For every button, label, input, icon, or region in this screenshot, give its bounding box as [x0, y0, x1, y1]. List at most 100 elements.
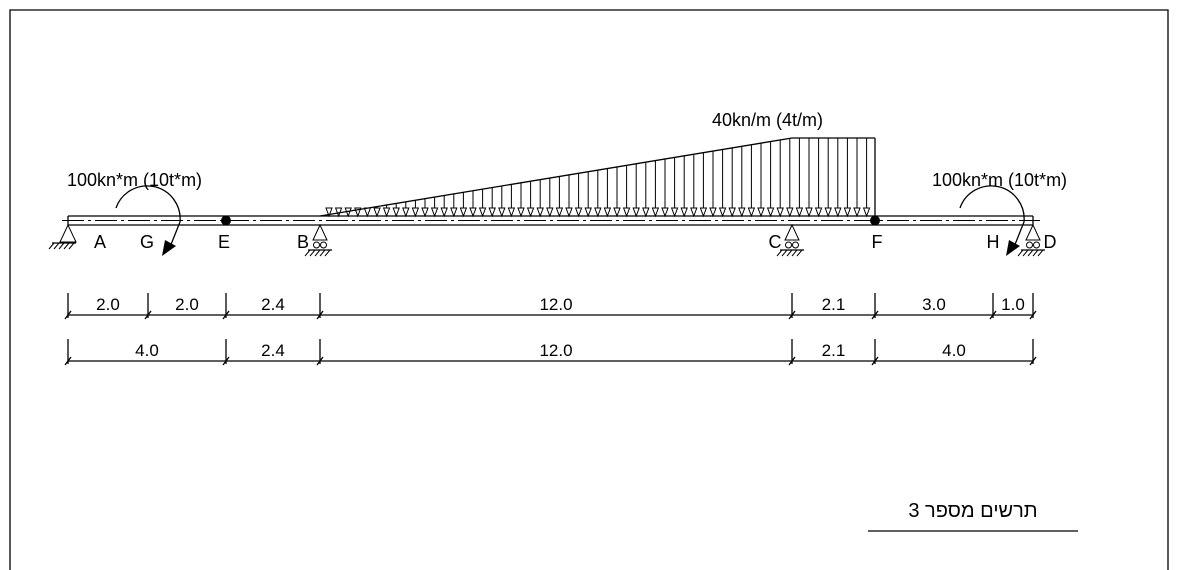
arrowhead — [1006, 240, 1020, 256]
arrowhead — [574, 207, 583, 218]
moment-label: 100kn*m (10t*m) — [67, 170, 202, 190]
moment-arrow — [115, 185, 181, 248]
arrowhead — [642, 207, 650, 218]
hatch — [304, 249, 311, 257]
node-label: G — [140, 232, 154, 252]
arrowhead — [661, 207, 669, 218]
arrowhead — [613, 207, 621, 218]
arrowhead — [862, 207, 871, 218]
arrowhead — [584, 207, 592, 218]
arrowhead — [594, 207, 602, 218]
arrowhead — [430, 207, 439, 218]
dimension-slash — [316, 356, 324, 366]
arrowhead — [517, 207, 525, 218]
node-label: D — [1044, 232, 1057, 252]
arrowhead — [651, 207, 660, 218]
node-label: H — [987, 232, 1000, 252]
dimension-label: 2.4 — [261, 341, 285, 360]
dimension-label: 2.0 — [96, 295, 120, 314]
hatch — [314, 249, 321, 257]
arrowhead — [411, 207, 420, 218]
arrowhead — [680, 207, 688, 218]
roller-support — [784, 223, 800, 241]
hatch — [48, 242, 55, 250]
hatch — [324, 249, 331, 257]
hatch — [63, 242, 70, 250]
dimension-slash — [989, 310, 997, 320]
dimension-label: 12.0 — [539, 295, 572, 314]
arrowhead — [738, 207, 746, 218]
arrowhead — [488, 207, 496, 218]
arrowhead — [421, 207, 429, 218]
arrowhead — [718, 207, 727, 218]
hatch — [68, 242, 75, 250]
arrowhead — [786, 207, 794, 218]
arrowhead — [536, 207, 544, 218]
hatch — [319, 249, 326, 257]
hinge — [221, 215, 231, 226]
roller — [1026, 241, 1033, 249]
arrowhead — [450, 207, 458, 218]
arrowhead — [690, 207, 698, 218]
node-label: E — [218, 232, 230, 252]
hatch — [53, 242, 60, 250]
dimension-slash — [788, 310, 796, 320]
arrowhead — [459, 207, 468, 218]
arrowhead — [824, 207, 832, 218]
arrowhead — [766, 207, 775, 218]
arrowhead — [699, 207, 708, 218]
roller-support — [312, 223, 328, 241]
arrowhead — [546, 207, 554, 218]
arrowhead — [853, 207, 861, 218]
arrowhead — [795, 207, 804, 218]
arrowhead — [382, 207, 391, 218]
dimension-label: 4.0 — [135, 341, 159, 360]
arrowhead — [757, 207, 765, 218]
arrowhead — [478, 207, 487, 218]
load-label: 40kn/m (4t/m) — [712, 110, 823, 130]
arrowhead — [747, 207, 756, 218]
arrowhead — [603, 207, 612, 218]
roller — [1033, 241, 1040, 249]
dimension-slash — [788, 356, 796, 366]
arrowhead — [632, 207, 640, 218]
dimension-label: 2.1 — [822, 295, 846, 314]
arrowhead — [565, 207, 573, 218]
dimension-label: 2.4 — [261, 295, 285, 314]
roller-support — [1025, 223, 1041, 241]
hatch — [309, 249, 316, 257]
hatch — [1032, 249, 1039, 257]
dimension-slash — [222, 356, 230, 366]
hatch — [1017, 249, 1024, 257]
node-label: B — [297, 232, 309, 252]
pin-support — [59, 223, 77, 243]
dimension-label: 1.0 — [1001, 295, 1025, 314]
arrowhead — [498, 207, 506, 218]
hatch — [781, 249, 788, 257]
dimension-label: 4.0 — [942, 341, 966, 360]
dimension-slash — [1029, 356, 1037, 366]
dimension-slash — [871, 310, 879, 320]
moment-label: 100kn*m (10t*m) — [932, 170, 1067, 190]
dimension-label: 12.0 — [539, 341, 572, 360]
arrowhead — [843, 207, 852, 218]
dimension-slash — [144, 310, 152, 320]
roller — [792, 241, 799, 249]
caption: תרשים מספר 3 — [908, 500, 1037, 522]
hinge — [870, 215, 880, 226]
hatch — [1037, 249, 1044, 257]
arrowhead — [709, 207, 717, 218]
hatch — [1027, 249, 1034, 257]
arrowhead — [834, 207, 842, 218]
arrowhead — [622, 207, 631, 218]
dimension-label: 2.1 — [822, 341, 846, 360]
arrowhead — [805, 207, 813, 218]
arrowhead — [776, 207, 784, 218]
hatch — [786, 249, 793, 257]
roller — [785, 241, 792, 249]
dimension-label: 2.0 — [175, 295, 199, 314]
arrowhead — [670, 207, 679, 218]
hatch — [791, 249, 798, 257]
dimension-slash — [1029, 310, 1037, 320]
